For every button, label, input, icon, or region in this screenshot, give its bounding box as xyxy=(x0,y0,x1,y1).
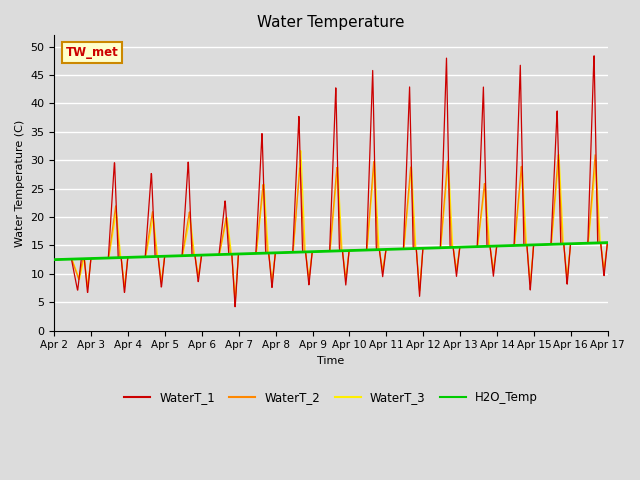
Y-axis label: Water Temperature (C): Water Temperature (C) xyxy=(15,120,25,247)
Legend: WaterT_1, WaterT_2, WaterT_3, H2O_Temp: WaterT_1, WaterT_2, WaterT_3, H2O_Temp xyxy=(119,387,543,409)
X-axis label: Time: Time xyxy=(317,356,345,366)
Title: Water Temperature: Water Temperature xyxy=(257,15,404,30)
Text: TW_met: TW_met xyxy=(65,46,118,59)
